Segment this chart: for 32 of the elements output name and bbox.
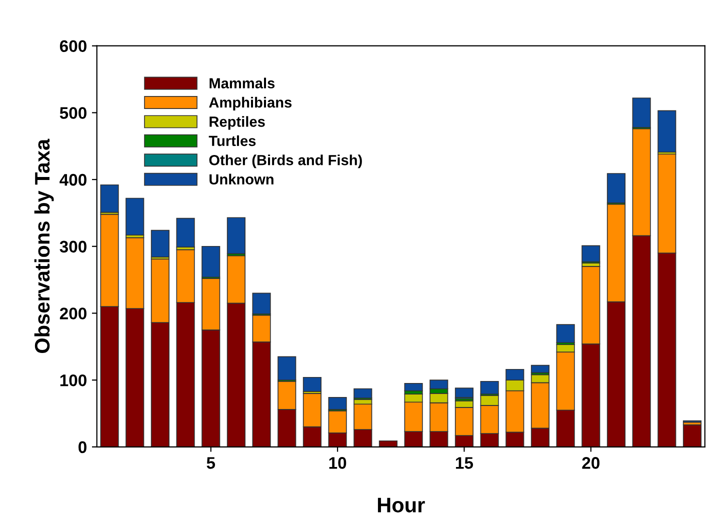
bar [556, 324, 575, 344]
y-axis-title: Observations by Taxa [34, 138, 54, 353]
y-tick-label: 500 [60, 107, 86, 119]
bar [378, 440, 398, 447]
legend-label: Turtles [208, 135, 256, 146]
y-tick-label: 600 [60, 40, 86, 52]
y-tick-label: 400 [60, 174, 86, 186]
legend-label: Reptiles [210, 116, 265, 130]
x-axis-title: Hour [378, 498, 425, 512]
legend-label: Amphibians [209, 96, 292, 111]
legend-label: Other (Birds and Fish) [209, 154, 362, 168]
y-tick-label: 0 [78, 441, 86, 454]
bar [150, 230, 170, 258]
y-tick-label: 100 [60, 374, 86, 386]
bar [404, 382, 423, 392]
legend-label: Unknown [210, 174, 274, 184]
bar [530, 364, 550, 374]
bar [126, 198, 144, 236]
bar [454, 388, 474, 398]
bar [100, 184, 119, 213]
legend-label: Mammals [210, 78, 275, 88]
bar [176, 218, 195, 248]
x-tick-label: 20 [582, 457, 600, 469]
x-tick-label: 5 [206, 457, 216, 469]
bar [226, 217, 246, 254]
bar [302, 376, 322, 392]
x-tick-label: 15 [456, 457, 474, 469]
y-tick-label: 300 [60, 240, 86, 253]
y-tick-label: 200 [60, 308, 86, 320]
x-tick-label: 10 [329, 457, 346, 469]
bar [682, 424, 702, 447]
bar [658, 110, 676, 153]
